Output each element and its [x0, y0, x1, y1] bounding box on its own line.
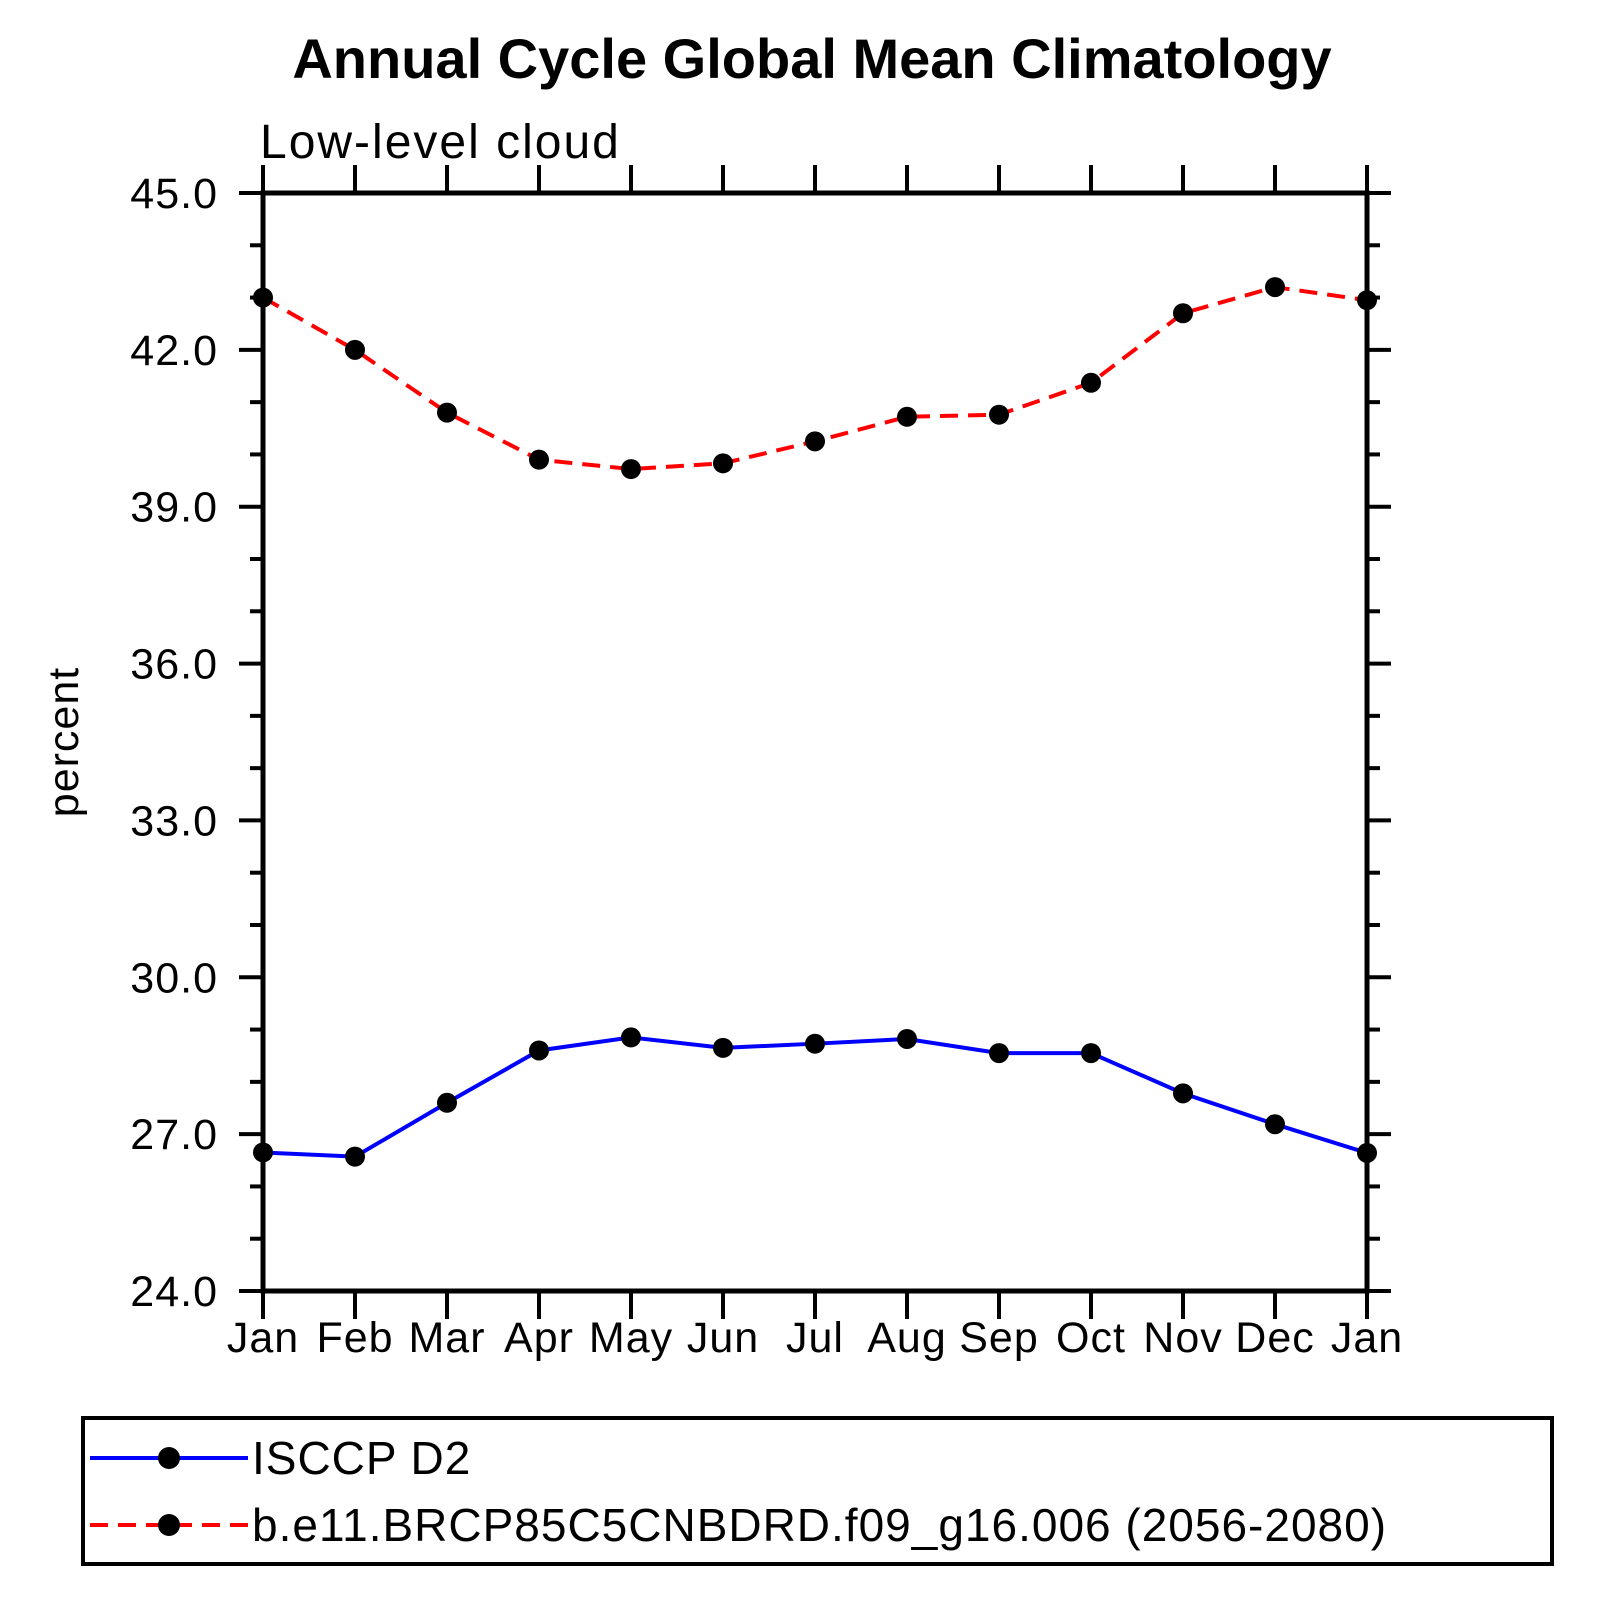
x-tick-label: Jun — [687, 1314, 759, 1362]
legend-box — [81, 1416, 1554, 1566]
y-tick-label: 45.0 — [130, 170, 218, 218]
series-marker-isccp — [1173, 1083, 1193, 1104]
x-tick-label: Aug — [867, 1314, 947, 1362]
y-tick-label: 42.0 — [130, 327, 218, 375]
series-marker-model — [897, 406, 917, 427]
y-tick-label: 27.0 — [130, 1111, 218, 1159]
x-tick-label: Dec — [1235, 1314, 1314, 1362]
series-marker-model — [1357, 290, 1377, 311]
x-tick-label: Jan — [227, 1314, 299, 1362]
series-marker-model — [1265, 277, 1285, 298]
x-tick-label: Jan — [1331, 1314, 1403, 1362]
y-tick-label: 24.0 — [130, 1268, 218, 1316]
series-marker-isccp — [529, 1040, 549, 1061]
y-tick-label: 39.0 — [130, 484, 218, 532]
series-marker-model — [529, 449, 549, 470]
x-tick-label: May — [589, 1314, 673, 1362]
y-tick-label: 36.0 — [130, 641, 218, 689]
legend: ISCCP D2 b.e11.BRCP85C5CNBDRD.f09_g16.00… — [81, 1416, 1554, 1566]
series-marker-isccp — [1081, 1043, 1101, 1064]
x-tick-label: Nov — [1143, 1314, 1222, 1362]
series-marker-model — [713, 453, 733, 474]
series-marker-isccp — [437, 1092, 457, 1113]
series-marker-model — [345, 339, 365, 360]
legend-marker-model — [158, 1514, 180, 1536]
legend-label-model: b.e11.BRCP85C5CNBDRD.f09_g16.006 (2056-2… — [252, 1499, 1387, 1551]
series-marker-isccp — [989, 1043, 1009, 1064]
series-marker-isccp — [805, 1033, 825, 1054]
series-layer — [253, 277, 1377, 1167]
series-marker-isccp — [1265, 1114, 1285, 1135]
legend-swatches — [90, 1447, 248, 1536]
series-line-isccp — [262, 1035, 1368, 1159]
series-marker-model — [1173, 303, 1193, 324]
x-tick-label: Sep — [959, 1314, 1039, 1362]
x-tick-label: Jul — [786, 1314, 844, 1362]
series-marker-model — [1081, 372, 1101, 393]
legend-label-isccp: ISCCP D2 — [252, 1432, 471, 1484]
series-marker-isccp — [621, 1027, 641, 1048]
series-marker-model — [621, 459, 641, 480]
x-tick-label: Mar — [408, 1314, 485, 1362]
y-tick-label: 33.0 — [130, 797, 218, 845]
series-marker-model — [253, 287, 273, 308]
series-marker-isccp — [345, 1146, 365, 1167]
y-tick-label: 30.0 — [130, 954, 218, 1002]
x-tick-label: Feb — [316, 1314, 393, 1362]
series-marker-model — [805, 431, 825, 452]
y-axis-label: percent — [40, 667, 88, 817]
series-marker-isccp — [253, 1142, 273, 1163]
series-marker-isccp — [713, 1037, 733, 1058]
x-tick-label: Oct — [1056, 1314, 1126, 1362]
series-marker-model — [437, 402, 457, 423]
series-marker-isccp — [1357, 1142, 1377, 1163]
legend-marker-isccp — [158, 1447, 180, 1469]
series-marker-isccp — [897, 1028, 917, 1049]
plot-frame — [260, 190, 1370, 1294]
chart-title: Annual Cycle Global Mean Climatology — [292, 27, 1331, 90]
axes-layer: 24.0 27.0 30.0 33.0 36.0 39.0 42.0 45.0 Jan Feb Ma… — [130, 165, 1403, 1362]
x-tick-label: Apr — [504, 1314, 574, 1362]
series-marker-model — [989, 404, 1009, 425]
chart-subtitle: Low-level cloud — [260, 116, 621, 169]
